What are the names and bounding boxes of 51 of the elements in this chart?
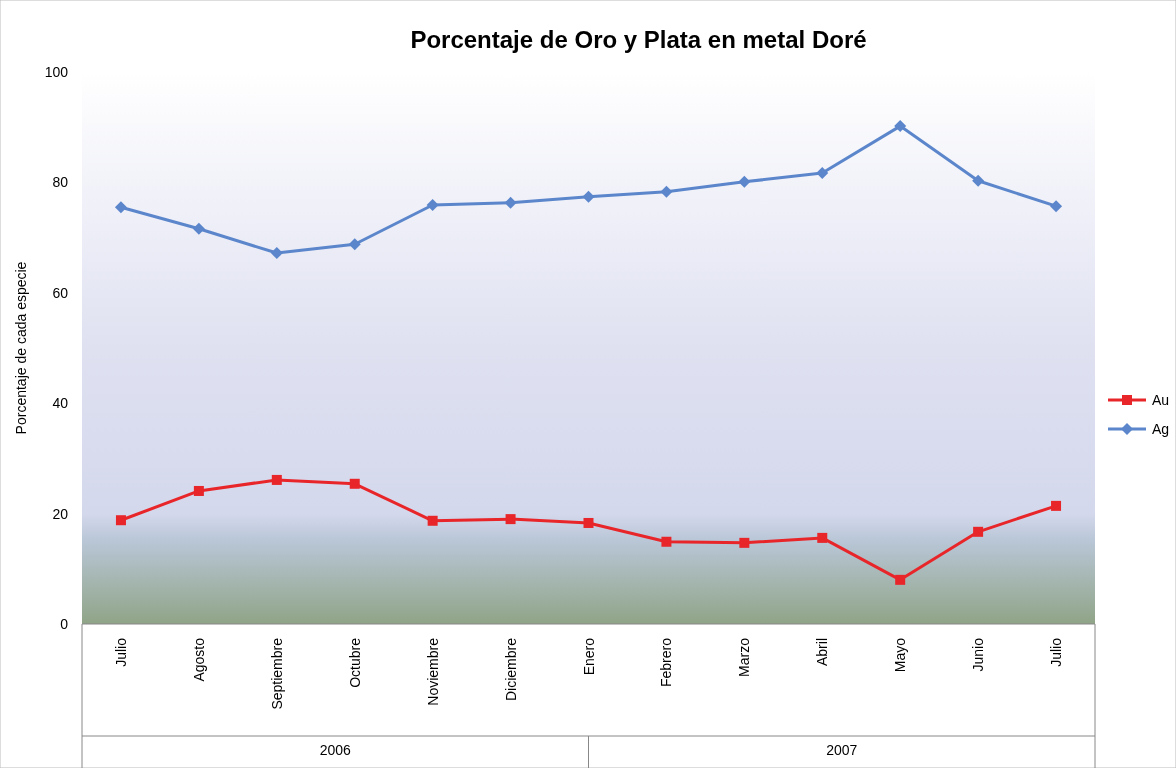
x-tick-label: Octubre [346,637,363,688]
x-tick-label: Agosto [190,637,207,682]
point [583,517,594,528]
x-tick-label: Febrero [658,637,675,688]
x-tick-label: Enero [580,637,597,676]
x-tick-label: Abril [814,638,831,667]
point [738,175,751,188]
point [895,574,906,585]
point [582,190,595,203]
y-tick-label: 100 [44,64,69,80]
point [270,247,283,260]
point [504,196,517,209]
x-tick-label: Mayo [892,637,909,673]
x-tick-label: Julio [112,637,129,667]
point [894,120,907,133]
y-tick-label: 0 [60,616,69,632]
text: 2006 [319,742,352,758]
y-tick-label: 20 [52,505,69,522]
point [739,537,750,548]
point [348,238,361,251]
x-tick-label: Noviembre [424,637,441,706]
point [115,515,126,526]
x-tick-label: Marzo [736,637,753,677]
point [427,515,438,526]
point [1050,200,1063,213]
point [193,485,204,496]
point [114,201,127,214]
y-tick-label: 40 [52,395,69,412]
point [817,532,828,543]
x-tick-label: Septiembre [268,637,285,710]
point [972,174,985,187]
point [661,536,672,547]
y-axis-title: Porcentaje de cada especie [13,261,29,435]
legend-label: Ag [1152,421,1170,437]
chart-title: Porcentaje de Oro y Plata en metal Doré [410,26,867,53]
point [973,526,984,537]
legend-label: Au [1152,392,1170,408]
point [192,222,205,235]
point [505,514,516,525]
y-tick-label: 60 [52,284,69,301]
y-tick-label: 80 [52,174,69,191]
point [349,478,360,489]
point [1051,500,1062,511]
point [660,185,673,198]
point [271,474,282,485]
x-tick-label: Julio [1048,637,1065,667]
x-tick-label: Diciembre [502,637,519,702]
x-tick-label: Junio [970,637,987,672]
text: 2007 [826,742,858,758]
point [816,167,829,180]
point [426,199,439,212]
